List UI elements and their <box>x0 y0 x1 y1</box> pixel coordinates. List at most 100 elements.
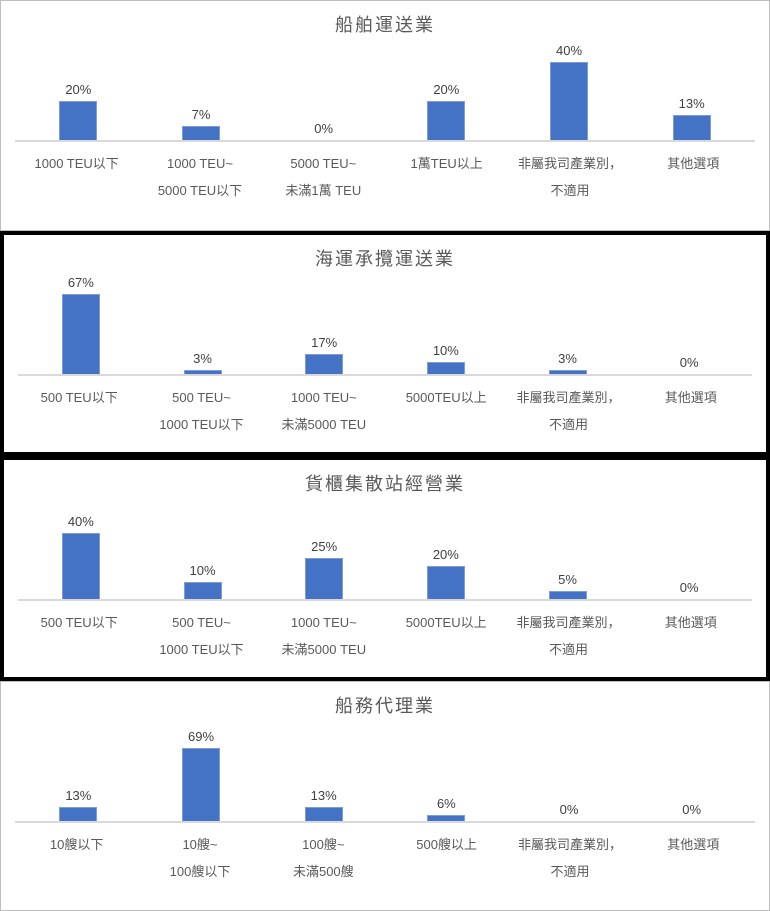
bar-value-label: 69% <box>187 729 215 744</box>
bar-column: 10% <box>142 563 264 599</box>
chart-title: 船舶運送業 <box>335 15 435 35</box>
category-label: 非屬我司產業別， 不適用 <box>517 837 622 879</box>
category-label: 500 TEU~ 1000 TEU以下 <box>159 615 244 657</box>
bar-value-label: 17% <box>311 335 338 350</box>
bar-column: 13% <box>630 96 753 140</box>
x-axis-line <box>15 140 755 142</box>
category-label: 其他選項 <box>667 837 720 852</box>
chart-panel-container-terminal: 貨櫃集散站經營業 40% 10% 25% 20% 5% 0% 500 TEU以下 500 TE… <box>0 456 770 681</box>
bar <box>427 815 466 821</box>
bar-value-label: 25% <box>311 539 338 554</box>
bars-row: 13% 69% 13% 6% 0% 0% <box>17 719 753 821</box>
bar-value-label: 5% <box>558 572 577 587</box>
category-label: 5000TEU以上 <box>405 390 487 405</box>
bar-value-label: 0% <box>559 802 579 817</box>
bar-column: 40% <box>20 514 142 599</box>
chart-panel-ocean-freight-forwarding: 海運承攬運送業 67% 3% 17% 10% 3% 0% 500 TEU以下 500 TEU~… <box>0 231 770 456</box>
bar <box>548 370 587 374</box>
x-axis-line <box>15 821 755 823</box>
bar <box>182 126 220 140</box>
chart-title: 船務代理業 <box>335 696 435 716</box>
bar-value-label: 40% <box>556 43 583 58</box>
bar-column: 0% <box>628 580 750 599</box>
bar-column: 67% <box>20 275 142 374</box>
category-label: 500 TEU~ 1000 TEU以下 <box>159 390 244 432</box>
bar-value-label: 13% <box>65 788 92 803</box>
bar-value-label: 13% <box>678 96 705 111</box>
bar-chart: 20% 7% 0% 20% 40% 13% 1000 TEU以下 1000 TEU~ 5000 … <box>1 38 769 204</box>
category-label: 500艘以上 <box>416 837 477 852</box>
bar-value-label: 20% <box>432 547 459 562</box>
bars-row: 40% 10% 25% 20% 5% 0% <box>20 497 750 599</box>
bar-column: 20% <box>385 82 508 140</box>
bar-value-label: 10% <box>189 563 216 578</box>
bar-value-label: 67% <box>67 275 94 290</box>
category-label: 1000 TEU~ 5000 TEU以下 <box>157 156 243 198</box>
bar-column: 13% <box>262 788 385 821</box>
bar-column: 10% <box>385 343 507 374</box>
bar-chart: 13% 69% 13% 6% 0% 0% 10艘以下 10艘~ 100艘以下 100艘~ 未滿500… <box>1 719 769 885</box>
category-label: 其他選項 <box>664 615 717 630</box>
bar-column: 3% <box>507 351 629 374</box>
bar-column: 20% <box>17 82 140 140</box>
category-label: 1000 TEU~ 未滿5000 TEU <box>281 390 367 432</box>
category-label: 500 TEU以下 <box>40 615 118 630</box>
bar-column: 6% <box>385 796 508 821</box>
bar <box>672 115 711 140</box>
bar-value-label: 0% <box>682 802 702 817</box>
chart-title: 貨櫃集散站經營業 <box>305 474 465 494</box>
bar-value-label: 13% <box>310 788 337 803</box>
category-label: 10艘以下 <box>49 837 104 852</box>
bar <box>61 533 100 599</box>
bar-value-label: 6% <box>436 796 456 811</box>
category-labels-row: 500 TEU以下 500 TEU~ 1000 TEU以下 1000 TEU~ 未滿50… <box>18 384 752 438</box>
bar-value-label: 0% <box>679 355 699 370</box>
category-label: 5000TEU以上 <box>405 615 487 630</box>
category-label: 1000 TEU以下 <box>34 156 119 171</box>
bar-column: 69% <box>140 729 263 821</box>
bar <box>550 62 589 140</box>
bar <box>61 294 100 374</box>
bars-row: 20% 7% 0% 20% 40% 13% <box>17 38 753 140</box>
bar <box>59 101 98 140</box>
x-axis-line <box>18 599 752 601</box>
bar <box>182 748 220 821</box>
bar-value-label: 3% <box>558 351 577 366</box>
bar <box>548 591 587 599</box>
bar <box>305 558 344 599</box>
bar-value-label: 40% <box>67 514 94 529</box>
bar-column: 7% <box>140 107 263 140</box>
bar <box>59 807 98 821</box>
bar-value-label: 10% <box>432 343 459 358</box>
bar-value-label: 0% <box>314 121 334 136</box>
bar-column: 20% <box>385 547 507 599</box>
bar <box>304 807 343 821</box>
chart-title: 海運承攬運送業 <box>315 249 455 269</box>
category-label: 10艘~ 100艘以下 <box>169 837 231 879</box>
bar-column: 3% <box>142 351 264 374</box>
bar <box>426 566 465 599</box>
bar-column: 0% <box>628 355 750 374</box>
bars-row: 67% 3% 17% 10% 3% 0% <box>20 272 750 374</box>
bar-value-label: 20% <box>65 82 92 97</box>
category-label: 非屬我司產業別， 不適用 <box>516 390 621 432</box>
category-label: 其他選項 <box>667 156 720 171</box>
chart-panel-shipping-agency: 船務代理業 13% 69% 13% 6% 0% 0% 10艘以下 10艘~ 100艘以下 100艘… <box>0 681 770 911</box>
x-axis-line <box>18 374 752 376</box>
category-label: 5000 TEU~ 未滿1萬 TEU <box>285 156 362 198</box>
bar-chart: 67% 3% 17% 10% 3% 0% 500 TEU以下 500 TEU~ 1000 TEU… <box>4 272 766 438</box>
chart-panel-ship-transport: 船舶運送業 20% 7% 0% 20% 40% 13% 1000 TEU以下 1000 TEU… <box>0 0 770 231</box>
bar <box>183 582 222 599</box>
bar-chart: 40% 10% 25% 20% 5% 0% 500 TEU以下 500 TEU~ 1000 TE… <box>4 497 766 663</box>
bar-value-label: 7% <box>191 107 211 122</box>
bar <box>183 370 222 374</box>
bar-value-label: 20% <box>433 82 460 97</box>
bar-value-label: 0% <box>679 580 699 595</box>
bar-column: 17% <box>263 335 385 374</box>
bar-column: 13% <box>17 788 140 821</box>
category-labels-row: 1000 TEU以下 1000 TEU~ 5000 TEU以下 5000 TEU~ 未滿… <box>15 150 755 204</box>
category-labels-row: 10艘以下 10艘~ 100艘以下 100艘~ 未滿500艘 500艘以上 非屬我司產業別，… <box>15 831 755 885</box>
category-label: 非屬我司產業別， 不適用 <box>516 615 621 657</box>
bar-column: 40% <box>508 43 631 140</box>
